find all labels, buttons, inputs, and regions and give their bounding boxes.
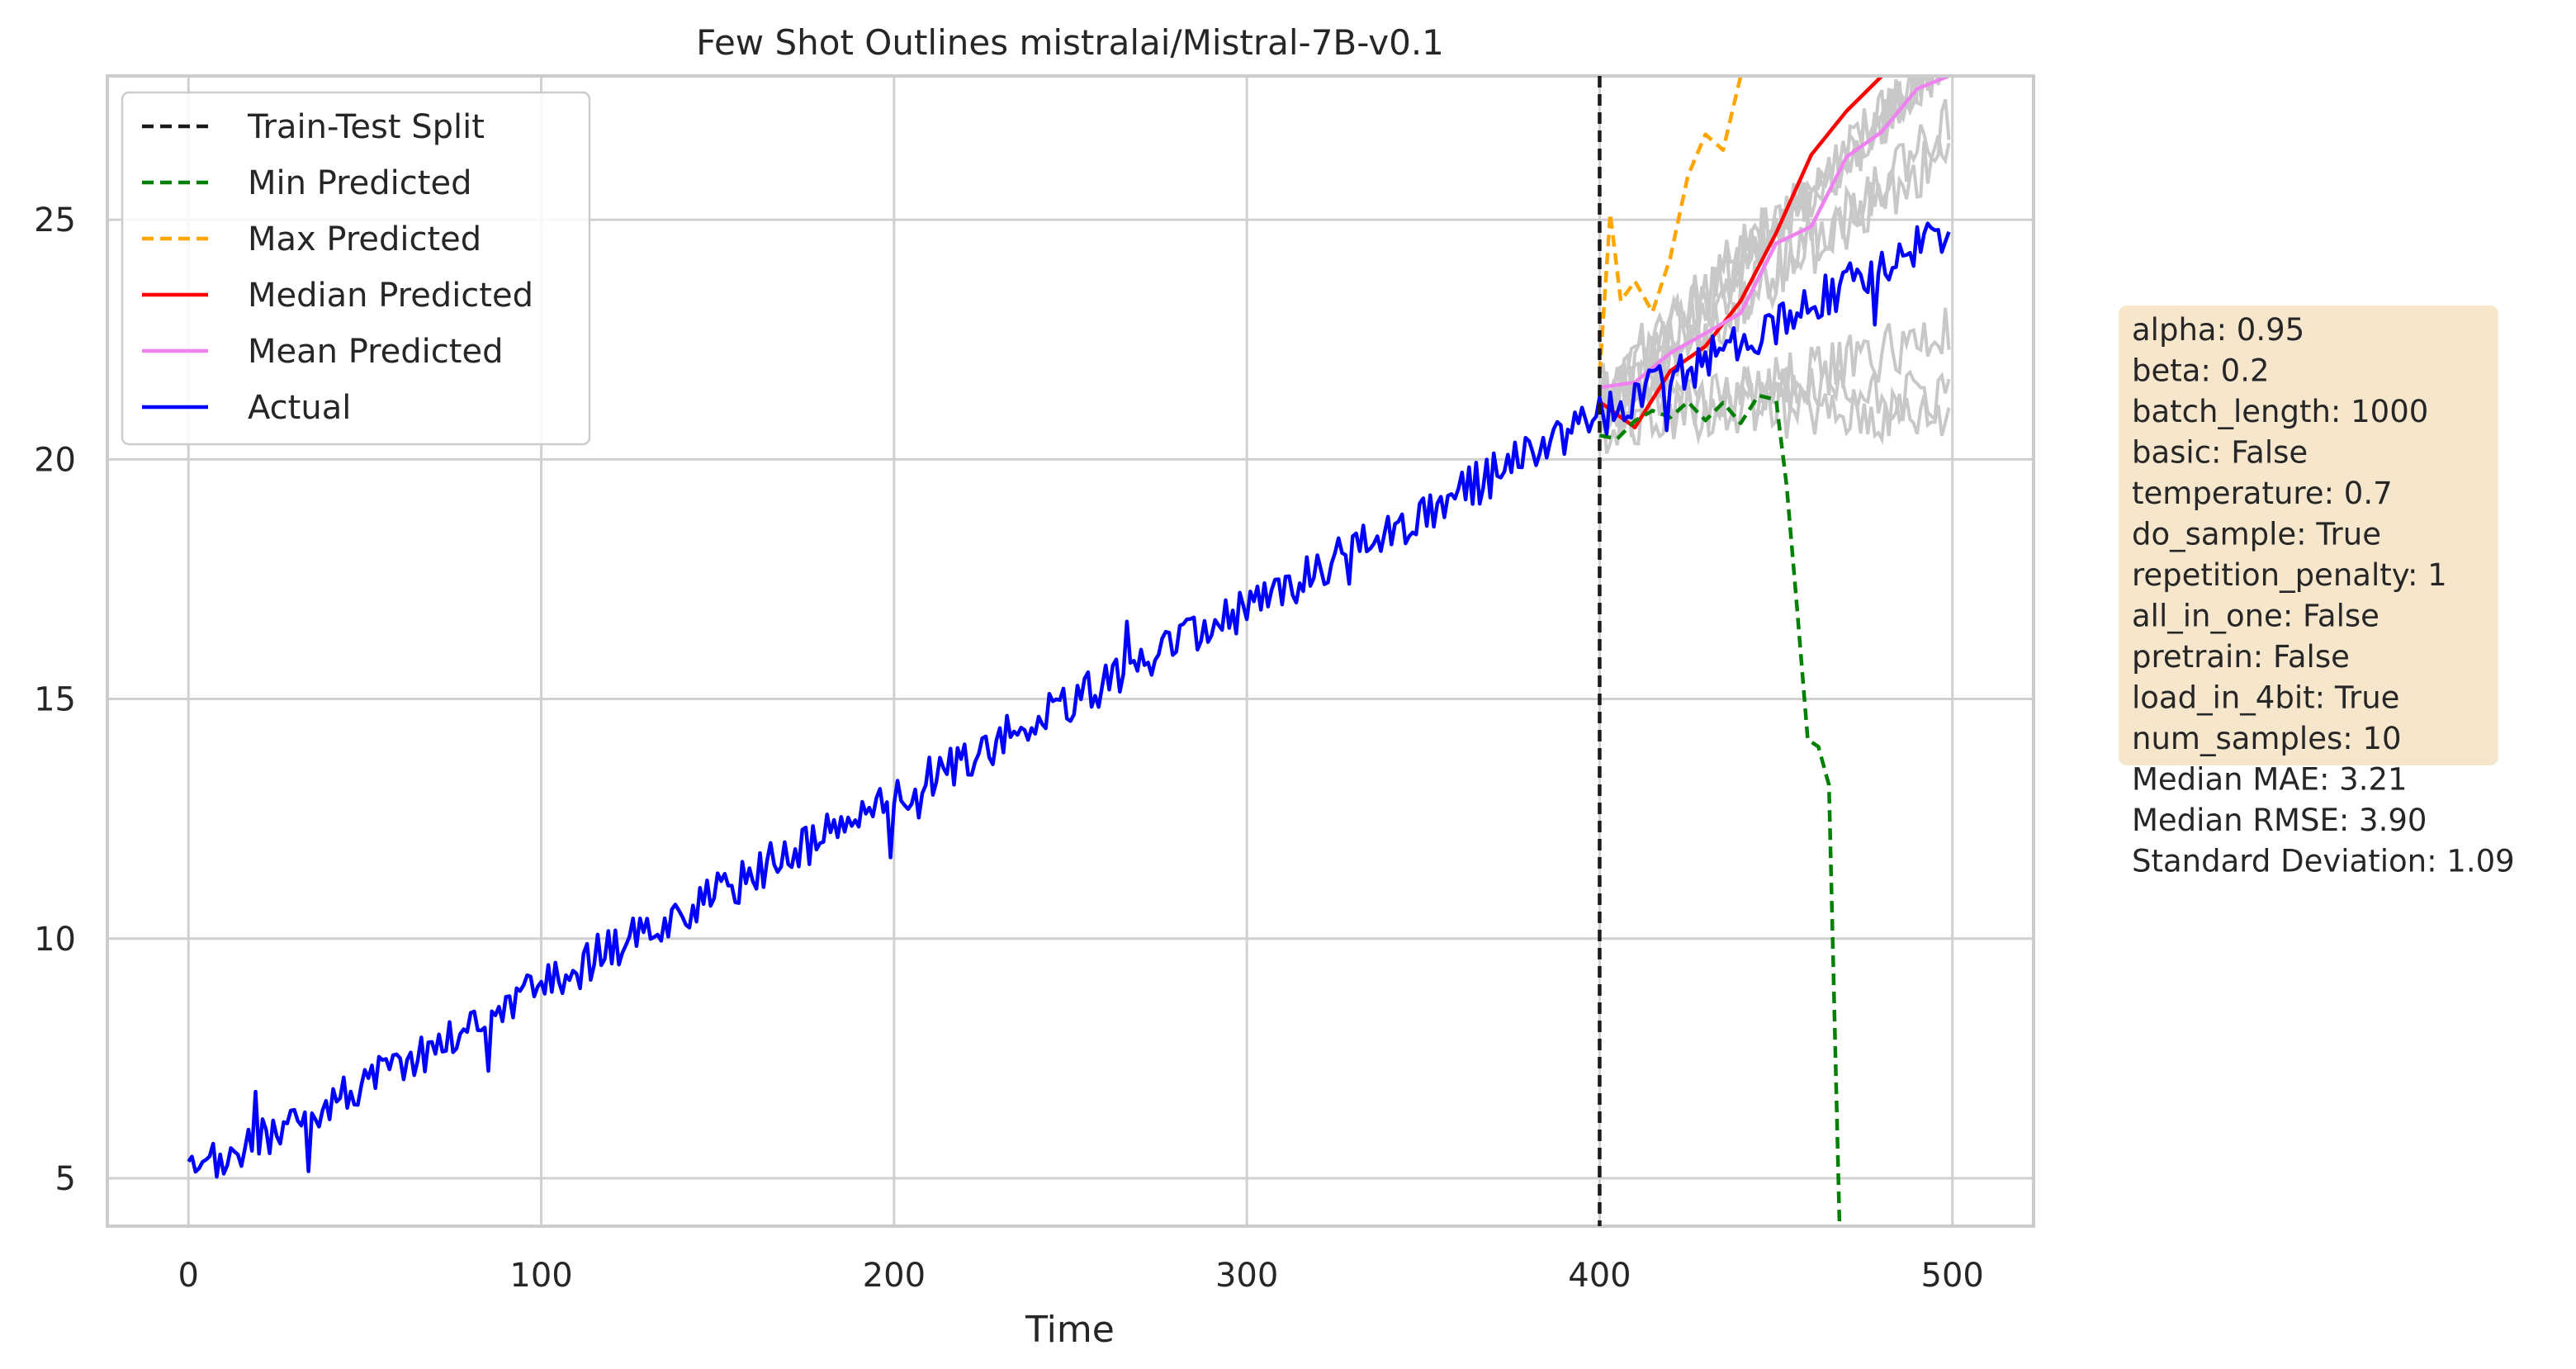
legend-label: Median Predicted: [248, 277, 533, 315]
sample-line: [1598, 379, 1951, 446]
legend-label: Actual: [248, 389, 351, 427]
chart-title: Few Shot Outlines mistralai/Mistral-7B-v…: [696, 22, 1444, 63]
parameter-line: all_in_one: False: [2132, 599, 2379, 634]
parameter-line: num_samples: 10: [2132, 721, 2402, 756]
y-tick-label: 20: [34, 441, 76, 479]
legend-label: Mean Predicted: [248, 333, 503, 371]
parameters-box-background: [2119, 306, 2498, 765]
sample-lines: [1598, 76, 1951, 454]
legend-label: Max Predicted: [248, 220, 481, 258]
parameters-box: alpha: 0.95 beta: 0.2 batch_length: 1000 ba…: [2119, 306, 2515, 879]
x-tick-label: 0: [178, 1257, 199, 1295]
x-axis-title: Time: [1025, 1309, 1115, 1351]
legend: Train-Test Split Min Predicted Max Predict…: [121, 91, 591, 446]
metric-line: Standard Deviation: 1.09: [2132, 844, 2515, 879]
y-tick-label: 15: [34, 681, 76, 719]
sample-line: [1598, 307, 1951, 454]
x-tick-label: 400: [1568, 1257, 1631, 1295]
x-tick-label: 300: [1215, 1257, 1278, 1295]
parameter-line: do_sample: True: [2132, 517, 2381, 552]
metric-line: Median RMSE: 3.90: [2132, 803, 2427, 838]
plot-frame: [106, 74, 2035, 1228]
series-line-min-predicted: [1598, 393, 1842, 1226]
parameter-line: beta: 0.2: [2132, 353, 2270, 389]
parameter-line: repetition_penalty: 1: [2132, 557, 2447, 593]
x-tick-label: 500: [1921, 1257, 1984, 1295]
legend-label: Train-Test Split: [247, 108, 485, 146]
y-tick-label: 5: [55, 1160, 76, 1198]
parameter-line: pretrain: False: [2132, 639, 2350, 675]
parameter-line: batch_length: 1000: [2132, 394, 2428, 429]
axes: 0 100 200 300 400 500 5 10 15 20 25: [34, 74, 2035, 1295]
sample-line: [1598, 135, 1951, 415]
legend-label: Min Predicted: [248, 164, 471, 202]
parameter-line: basic: False: [2132, 435, 2308, 471]
parameter-line: load_in_4bit: True: [2132, 680, 2399, 716]
x-tick-label: 100: [509, 1257, 572, 1295]
series-line-max-predicted: [1598, 76, 1743, 374]
series-lines: [187, 76, 1951, 1226]
y-tick-label: 10: [34, 921, 76, 959]
legend-box: [121, 91, 591, 446]
series-line-median-predicted: [1598, 76, 1883, 429]
parameter-line: temperature: 0.7: [2132, 476, 2393, 511]
series-line-actual: [187, 221, 1951, 1179]
x-tick-label: 200: [863, 1257, 926, 1295]
parameter-line: alpha: 0.95: [2132, 312, 2304, 348]
series-line-mean-predicted: [1599, 76, 1950, 390]
metric-line: Median MAE: 3.21: [2132, 762, 2408, 798]
y-tick-label: 25: [34, 201, 76, 239]
